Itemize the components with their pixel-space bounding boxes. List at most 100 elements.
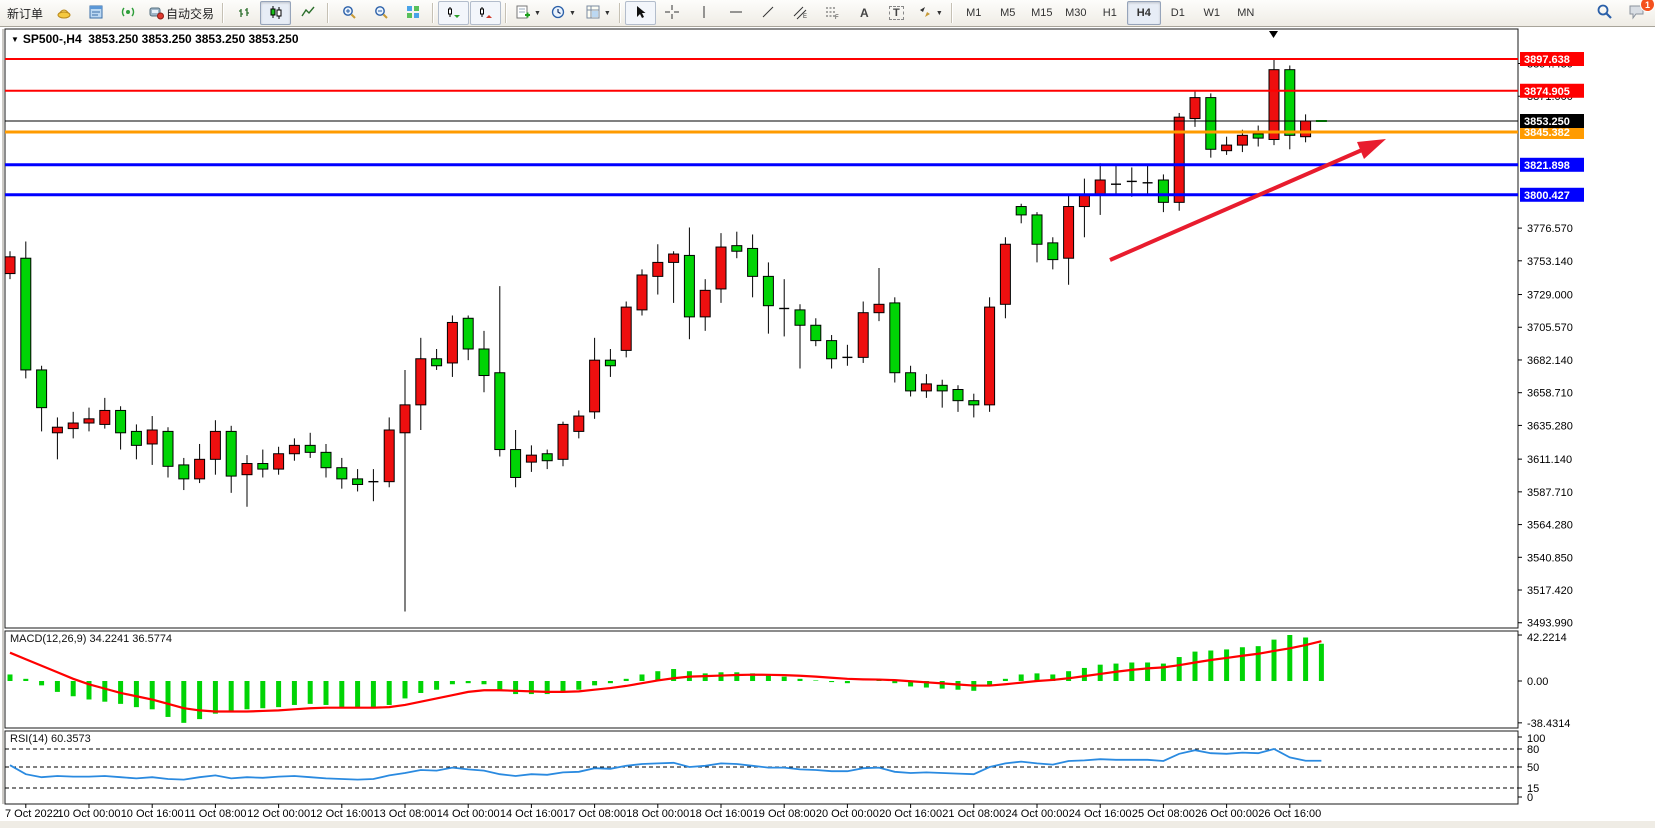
deposit-button[interactable] <box>48 1 79 25</box>
autotrade-robot-icon <box>148 4 165 23</box>
chart-title: ▼ SP500-,H4 3853.250 3853.250 3853.250 38… <box>11 32 299 46</box>
macd-indicator-label: MACD(12,26,9) 34.2241 36.5774 <box>10 633 173 645</box>
chart-symbol-period: SP500-,H4 <box>22 32 82 46</box>
timeframe-button-M30[interactable]: M30 <box>1065 7 1087 19</box>
chart-line-button[interactable] <box>292 1 323 25</box>
separator <box>618 3 621 23</box>
clock-icon <box>550 4 566 23</box>
price-tick-label: 3682.140 <box>1527 355 1573 367</box>
timeframe-button-D1[interactable]: D1 <box>1170 7 1185 19</box>
chart-ohlc-values: 3853.250 3853.250 3853.250 3853.250 <box>88 32 299 46</box>
timeframe-button-M1[interactable]: M1 <box>966 7 982 19</box>
chart-shift-icon <box>478 4 494 23</box>
horizontal-line-tool-button[interactable] <box>721 1 752 25</box>
window-bottom-strip <box>0 821 1655 828</box>
price-tick-label: 3776.570 <box>1527 223 1573 235</box>
candles <box>4 58 1327 612</box>
timeframe-button-H4[interactable]: H4 <box>1126 1 1161 25</box>
vertical-line-tool-button[interactable] <box>689 1 720 25</box>
cursor-tool-button[interactable] <box>624 1 656 25</box>
template-icon <box>585 4 601 23</box>
separator <box>505 3 508 23</box>
time-label: 25 Oct 08:00 <box>1132 808 1195 820</box>
crosshair-tool-button[interactable] <box>657 1 688 25</box>
timeframe-button-MN[interactable]: MN <box>1237 7 1255 19</box>
time-label: 20 Oct 00:00 <box>816 808 879 820</box>
zoom-out-button[interactable] <box>365 1 396 25</box>
time-label: 7 Oct 2022 <box>5 808 59 820</box>
arrows-tool-icon <box>917 4 933 23</box>
search-button[interactable] <box>1589 1 1620 25</box>
time-label: 12 Oct 16:00 <box>310 808 373 820</box>
time-label: 24 Oct 16:00 <box>1069 808 1132 820</box>
chart-shift-button[interactable] <box>470 1 502 25</box>
macd-signal-line <box>9 640 1322 713</box>
tile-windows-button[interactable] <box>397 1 428 25</box>
chart-candles-button[interactable] <box>260 1 292 25</box>
timeframe-button-W1[interactable]: W1 <box>1203 7 1221 19</box>
templates-dropdown[interactable]: ▼ <box>581 1 615 25</box>
timeframe-button-M5[interactable]: M5 <box>1000 7 1016 19</box>
text-tool-button[interactable]: A <box>849 1 880 25</box>
price-tick-label: 3635.280 <box>1527 420 1573 432</box>
chart-shift-marker <box>1269 31 1278 38</box>
notifications-button[interactable]: 1 <box>1621 0 1655 25</box>
arrows-dropdown[interactable]: ▼ <box>913 1 947 25</box>
new-order-label: 新订单 <box>7 6 44 21</box>
auto-scroll-button[interactable] <box>438 1 470 25</box>
time-label: 20 Oct 16:00 <box>879 808 942 820</box>
vertical-line-icon <box>696 4 712 23</box>
channel-tool-button[interactable]: E <box>785 1 816 25</box>
svg-text:3874.905: 3874.905 <box>1524 86 1570 98</box>
svg-text:3821.898: 3821.898 <box>1524 160 1570 172</box>
trendline-tool-button[interactable] <box>753 1 784 25</box>
search-icon <box>1596 3 1613 23</box>
rsi-scale-label: 80 <box>1527 744 1539 756</box>
chevron-down-icon: ▼ <box>568 9 576 17</box>
time-label: 10 Oct 00:00 <box>58 808 121 820</box>
crosshair-icon <box>664 4 680 23</box>
time-label: 18 Oct 00:00 <box>626 808 689 820</box>
svg-text:F: F <box>835 15 839 20</box>
new-chart-dropdown[interactable]: ▼ <box>511 1 545 25</box>
time-label: 13 Oct 08:00 <box>374 808 437 820</box>
auto-scroll-icon <box>446 4 462 23</box>
trendline-icon <box>760 4 776 23</box>
rsi-scale-label: 0 <box>1527 792 1533 804</box>
text-label-tool-button[interactable]: T <box>881 1 912 25</box>
rsi-scale-label: 50 <box>1527 762 1539 774</box>
autotrade-button[interactable]: 自动交易 <box>144 1 218 25</box>
price-tick-label: 3517.420 <box>1527 585 1573 597</box>
zoom-in-button[interactable] <box>333 1 364 25</box>
toolbar: 新订单 自动交易 ▼ ▼ ▼ E F A T ▼ M1 M5 M1 <box>0 0 1655 27</box>
periods-dropdown[interactable]: ▼ <box>546 1 580 25</box>
price-tick-label: 3493.990 <box>1527 618 1573 630</box>
timeframe-group: M1 M5 M15 M30 H1 H4 D1 W1 MN <box>957 1 1263 25</box>
trend-arrow-line <box>1109 148 1363 262</box>
chevron-down-icon: ▼ <box>534 9 541 17</box>
chevron-down-icon: ▼ <box>603 9 611 17</box>
price-tick-label: 3705.570 <box>1527 322 1573 334</box>
autotrade-label: 自动交易 <box>166 6 215 21</box>
svg-text:E: E <box>803 14 807 20</box>
candlestick-chart-icon <box>268 4 284 23</box>
new-order-button[interactable]: 新订单 <box>3 1 47 25</box>
timeframe-button-M15[interactable]: M15 <box>1031 7 1053 19</box>
rsi-scale-label: 100 <box>1527 733 1545 745</box>
macd-scale-label: 0.00 <box>1527 676 1548 688</box>
broadcast-icon <box>120 4 136 23</box>
zoom-in-icon <box>341 4 357 23</box>
price-tick-label: 3753.140 <box>1527 256 1573 268</box>
separator <box>950 3 953 23</box>
horizontal-line-icon <box>728 4 744 23</box>
timeframe-button-H1[interactable]: H1 <box>1102 7 1117 19</box>
price-tick-label: 3729.000 <box>1527 290 1573 302</box>
signals-button[interactable] <box>112 1 143 25</box>
accounts-button[interactable] <box>80 1 111 25</box>
symbol-dropdown-icon[interactable]: ▼ <box>11 35 19 44</box>
fibonacci-tool-button[interactable]: F <box>817 1 848 25</box>
new-chart-icon <box>515 4 531 23</box>
chart-bars-button[interactable] <box>228 1 259 25</box>
rsi-indicator-label: RSI(14) 60.3573 <box>10 733 91 745</box>
